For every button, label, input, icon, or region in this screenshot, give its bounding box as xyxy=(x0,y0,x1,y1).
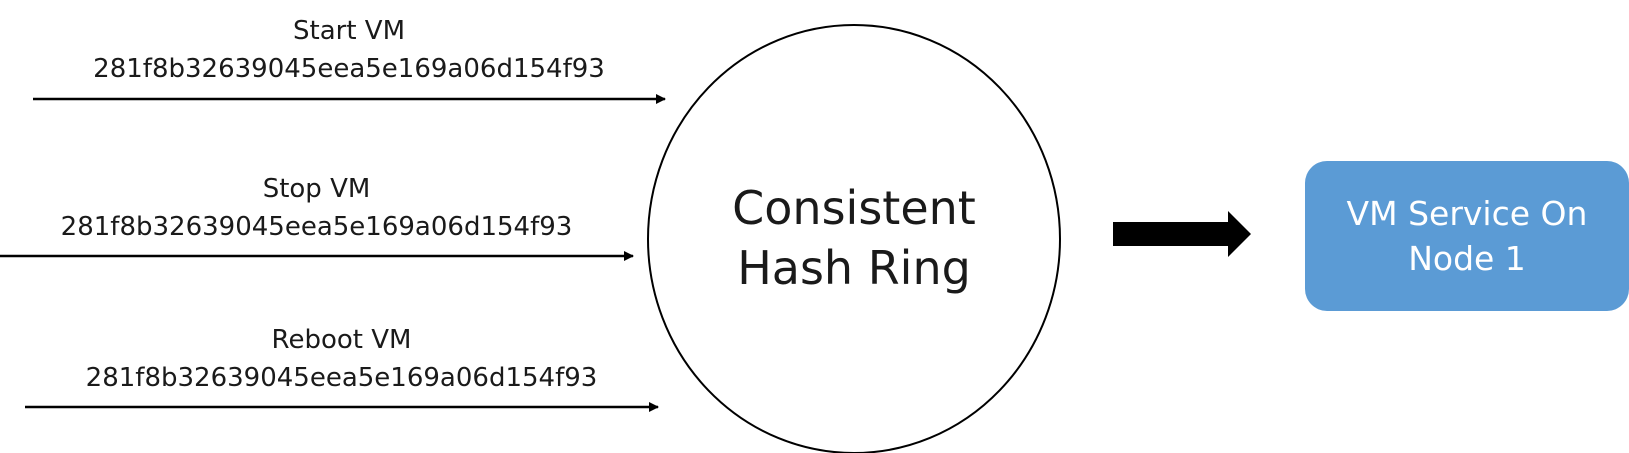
block-arrow-right xyxy=(1113,211,1251,257)
hash-ring-label-line1: Consistent xyxy=(732,181,976,235)
vm-service-label-line2: Node 1 xyxy=(1408,239,1526,278)
hash-ring-label: Consistent Hash Ring xyxy=(648,178,1060,298)
request-id-start: 281f8b32639045eea5e169a06d154f93 xyxy=(93,54,605,84)
request-label-stop: Stop VM 281f8b32639045eea5e169a06d154f93 xyxy=(0,170,633,246)
hash-ring-circle xyxy=(647,24,1061,453)
request-action-start: Start VM xyxy=(293,16,405,46)
vm-service-label-line1: VM Service On xyxy=(1346,194,1588,233)
request-action-reboot: Reboot VM xyxy=(271,325,412,355)
request-label-start: Start VM 281f8b32639045eea5e169a06d154f9… xyxy=(33,12,665,88)
vm-service-node-box: VM Service On Node 1 xyxy=(1305,161,1629,311)
request-action-stop: Stop VM xyxy=(262,174,371,204)
hash-ring-label-line2: Hash Ring xyxy=(737,241,971,295)
request-id-reboot: 281f8b32639045eea5e169a06d154f93 xyxy=(85,363,598,393)
request-id-stop: 281f8b32639045eea5e169a06d154f93 xyxy=(60,212,573,242)
request-label-reboot: Reboot VM 281f8b32639045eea5e169a06d154f… xyxy=(25,321,658,397)
